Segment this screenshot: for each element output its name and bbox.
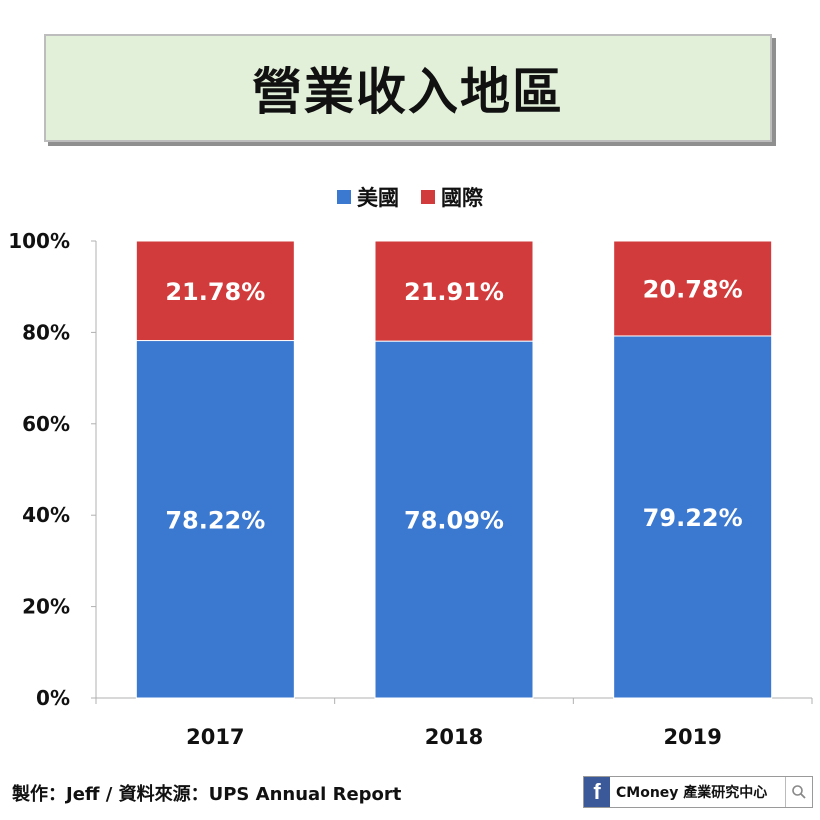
data-label: 79.22% xyxy=(643,504,743,532)
brand-name: CMoney 產業研究中心 xyxy=(616,785,768,801)
legend-item-us: 美國 xyxy=(337,182,399,212)
y-tick-label: 80% xyxy=(22,320,70,344)
bar-us-2019 xyxy=(613,335,773,699)
footer-credit: 製作：Jeff / 資料來源：UPS Annual Report xyxy=(12,784,402,805)
legend-label-intl: 國際 xyxy=(441,186,483,210)
legend-swatch-intl xyxy=(421,190,435,204)
x-tick-label: 2017 xyxy=(186,725,244,749)
bar-us-2018 xyxy=(374,340,534,699)
bar-us-2017 xyxy=(135,340,295,699)
x-tick-label: 2018 xyxy=(425,725,483,749)
legend: 美國 國際 xyxy=(0,183,820,211)
y-tick-label: 20% xyxy=(22,595,70,619)
search-icon[interactable] xyxy=(785,777,812,807)
bar-intl-2018 xyxy=(374,240,534,342)
bar-intl-2017 xyxy=(135,240,295,342)
x-tick-label: 2019 xyxy=(663,725,721,749)
legend-label-us: 美國 xyxy=(357,186,399,210)
cmoney-brand-badge[interactable]: f CMoney 產業研究中心 xyxy=(583,776,813,808)
legend-item-intl: 國際 xyxy=(421,182,483,212)
data-label: 78.22% xyxy=(165,506,265,534)
chart-title: 營業收入地區 xyxy=(252,63,564,121)
data-label: 78.09% xyxy=(404,507,504,535)
y-tick-label: 100% xyxy=(8,229,70,253)
facebook-icon[interactable]: f xyxy=(584,777,610,807)
data-label: 20.78% xyxy=(643,275,743,303)
title-banner: 營業收入地區 xyxy=(44,34,772,142)
data-label: 21.78% xyxy=(165,278,265,306)
y-tick-label: 0% xyxy=(36,686,70,710)
y-tick-label: 60% xyxy=(22,412,70,436)
bar-intl-2019 xyxy=(613,240,773,337)
y-tick-label: 40% xyxy=(22,503,70,527)
data-label: 21.91% xyxy=(404,278,504,306)
legend-swatch-us xyxy=(337,190,351,204)
